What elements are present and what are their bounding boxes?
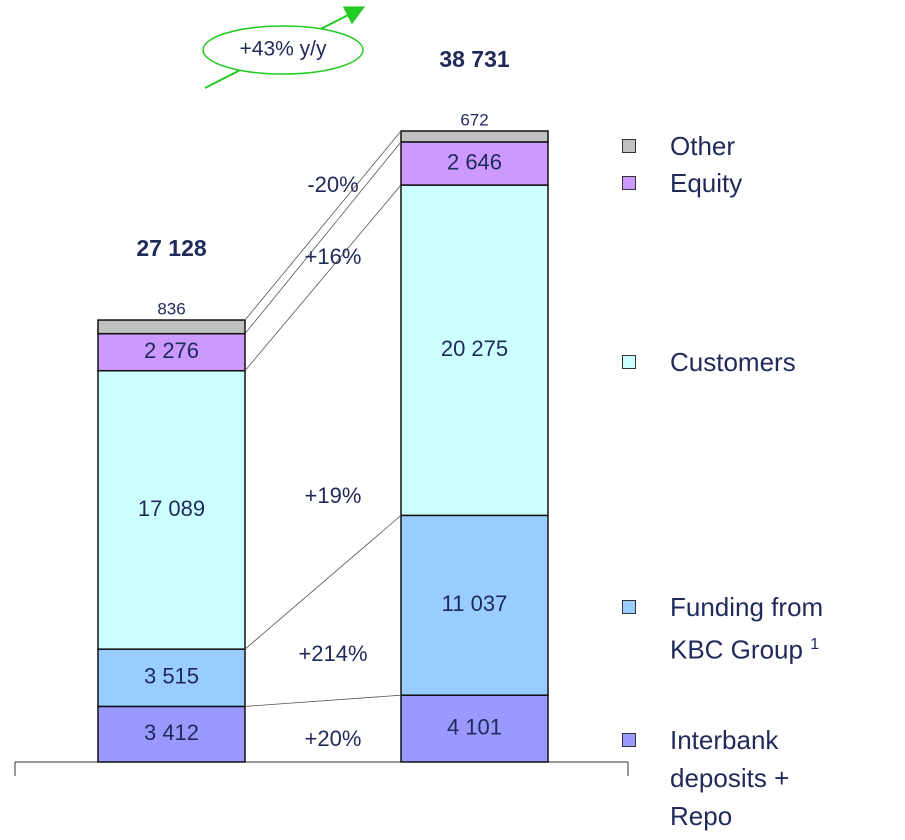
annotation-bubble <box>202 25 364 75</box>
legend-swatch <box>622 355 636 369</box>
value-label: 2 646 <box>447 149 502 174</box>
value-label: 672 <box>460 110 488 129</box>
legend-item: Funding from KBC Group 1 <box>670 588 850 669</box>
legend-swatch <box>622 600 636 614</box>
connector <box>244 515 402 650</box>
value-label: 4 101 <box>447 714 502 739</box>
legend-item: Interbank deposits + Repo <box>670 721 850 835</box>
legend-item: Customers <box>670 343 850 381</box>
change-label: +214% <box>298 641 367 666</box>
bar-segment <box>97 319 246 335</box>
legend-label: Customers <box>670 347 796 377</box>
bar-segment <box>97 705 246 763</box>
legend-label: Other <box>670 131 736 161</box>
footnote-mark: 1 <box>810 636 820 653</box>
change-label: +19% <box>305 483 362 508</box>
value-label: 3 515 <box>144 664 199 689</box>
change-label: +16% <box>305 244 362 269</box>
legend-label: Funding from KBC Group <box>670 592 824 665</box>
total-label: 38 731 <box>439 46 510 72</box>
change-label: +20% <box>305 726 362 751</box>
total-label: 27 128 <box>136 235 207 261</box>
bar-segment <box>400 184 549 517</box>
value-label: 2 276 <box>144 338 199 363</box>
bar-segment <box>400 141 549 186</box>
value-label: 3 412 <box>144 720 199 745</box>
legend-swatch <box>622 176 636 190</box>
legend-item: Other <box>670 127 850 165</box>
value-label: 11 037 <box>442 591 508 616</box>
legend-swatch <box>622 139 636 153</box>
bar-segment <box>97 332 246 372</box>
bar-segment <box>97 648 246 708</box>
annotation: +43% y/y <box>240 38 327 61</box>
legend-label: Equity <box>670 168 743 198</box>
legend-item: Equity <box>670 164 850 202</box>
legend-swatch <box>622 733 636 747</box>
connector <box>244 694 402 707</box>
value-label: 836 <box>157 300 185 319</box>
connector <box>244 184 402 371</box>
bar-segment <box>400 514 549 696</box>
connector <box>244 130 402 321</box>
value-label: 20 275 <box>441 336 508 361</box>
change-label: -20% <box>307 172 358 197</box>
bar-segment <box>400 694 549 763</box>
bar-segment <box>97 369 246 650</box>
value-label: 17 089 <box>138 496 205 521</box>
bar-segment <box>400 130 549 143</box>
legend-label: Interbank deposits + Repo <box>670 725 790 831</box>
connector <box>244 141 402 334</box>
